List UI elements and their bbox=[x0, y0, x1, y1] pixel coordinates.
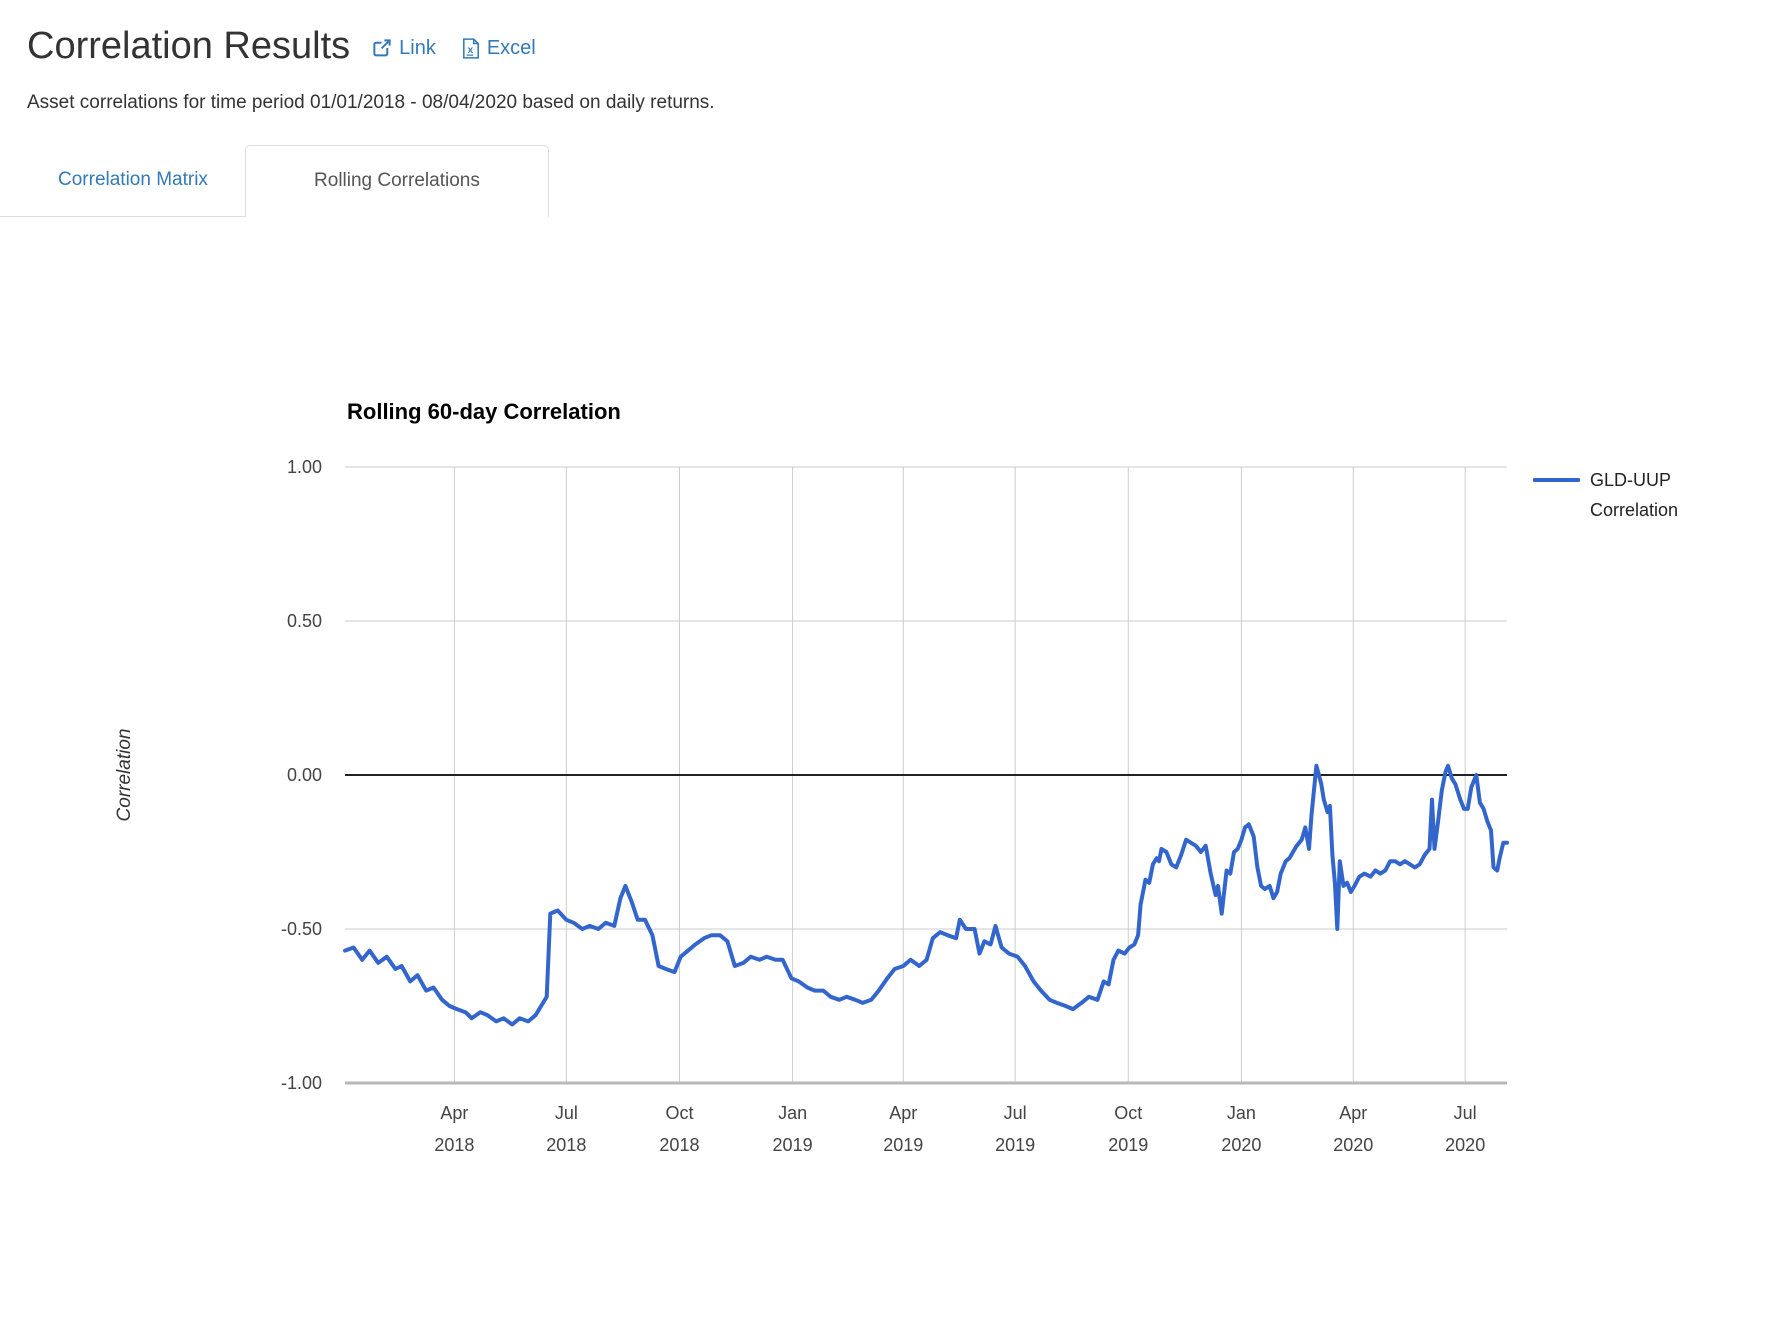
y-tick-label: -1.00 bbox=[280, 1072, 322, 1093]
tab-bar-trailing-space bbox=[549, 145, 1769, 217]
link-button-label: Link bbox=[399, 36, 436, 59]
x-tick-label: Apr 2018 bbox=[434, 1102, 475, 1155]
excel-button-label: Excel bbox=[486, 36, 536, 59]
svg-text:x: x bbox=[468, 44, 474, 55]
y-tick-label: 0.00 bbox=[286, 764, 322, 785]
page-subtitle: Asset correlations for time period 01/01… bbox=[27, 91, 715, 113]
chart-legend: GLD-UUP Correlation bbox=[1533, 465, 1678, 525]
chart-title: Rolling 60-day Correlation bbox=[347, 398, 621, 424]
page-header: Correlation Results Link x bbox=[27, 25, 1769, 68]
rolling-correlation-chart[interactable] bbox=[0, 217, 1769, 1291]
legend-label: GLD-UUP Correlation bbox=[1590, 469, 1679, 520]
external-link-icon bbox=[372, 38, 392, 58]
tab-correlation-matrix[interactable]: Correlation Matrix bbox=[30, 145, 236, 217]
rolling-correlation-chart-region: Rolling 60-day Correlation Correlation G… bbox=[0, 217, 1769, 1291]
tab-bar-leading-space bbox=[0, 145, 30, 217]
x-tick-label: Jul 2019 bbox=[995, 1102, 1036, 1155]
tab-bar-gap bbox=[235, 145, 245, 217]
tab-bar: Correlation Matrix Rolling Correlations bbox=[0, 144, 1769, 217]
x-tick-label: Jul 2018 bbox=[546, 1102, 587, 1155]
x-tick-label: Oct 2018 bbox=[659, 1102, 700, 1155]
page-title: Correlation Results bbox=[27, 25, 351, 67]
y-tick-label: 0.50 bbox=[286, 610, 322, 631]
x-tick-label: Apr 2020 bbox=[1333, 1102, 1374, 1155]
y-tick-label: 1.00 bbox=[286, 456, 322, 477]
x-tick-label: Oct 2019 bbox=[1108, 1102, 1149, 1155]
excel-file-icon: x bbox=[462, 37, 480, 59]
series-gld-uup-correlation bbox=[343, 763, 1509, 1027]
legend-line-swatch bbox=[1533, 477, 1580, 482]
x-tick-label: Jan 2020 bbox=[1221, 1102, 1262, 1155]
x-tick-label: Apr 2019 bbox=[883, 1102, 924, 1155]
x-tick-label: Jan 2019 bbox=[772, 1102, 813, 1155]
excel-button[interactable]: x Excel bbox=[462, 37, 536, 60]
tab-rolling-correlations[interactable]: Rolling Correlations bbox=[244, 144, 549, 217]
y-tick-label: -0.50 bbox=[280, 918, 322, 939]
x-tick-label: Jul 2020 bbox=[1445, 1102, 1486, 1155]
link-button[interactable]: Link bbox=[372, 37, 436, 60]
